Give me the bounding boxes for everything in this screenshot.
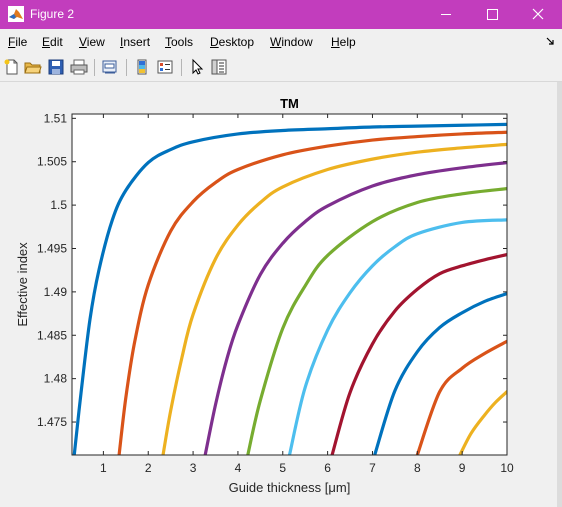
y-tick-label: 1.51 [44, 111, 68, 125]
x-tick-label: 2 [145, 461, 152, 475]
menu-edit[interactable]: Edit [42, 35, 63, 49]
x-tick-label: 8 [414, 461, 421, 475]
chart-title: TM [280, 96, 299, 111]
open-file-icon[interactable] [24, 58, 42, 76]
series-line-10 [458, 390, 507, 455]
toolbar [0, 54, 562, 82]
series-line-4 [203, 160, 507, 455]
menu-file[interactable]: File [8, 35, 28, 49]
menu-desktop[interactable]: Desktop [210, 35, 255, 49]
pointer-icon[interactable] [188, 58, 206, 76]
y-tick-label: 1.485 [37, 328, 67, 342]
y-tick-label: 1.49 [44, 285, 68, 299]
series-line-6 [287, 218, 507, 455]
maximize-button[interactable] [469, 0, 515, 29]
series-line-7 [330, 252, 507, 455]
new-figure-icon[interactable] [3, 58, 21, 76]
x-tick-label: 3 [190, 461, 197, 475]
series-line-1 [72, 122, 507, 455]
toolbar-separator [94, 59, 95, 76]
close-icon [532, 8, 544, 20]
property-inspector-icon[interactable] [210, 58, 228, 76]
title-bar[interactable]: Figure 2 [0, 0, 562, 29]
y-tick-label: 1.505 [37, 155, 67, 169]
x-axis-label: Guide thickness [μm] [229, 480, 351, 495]
series-line-3 [161, 142, 507, 455]
axes-background[interactable] [72, 114, 507, 455]
y-tick-label: 1.5 [50, 198, 67, 212]
matlab-logo-icon [8, 6, 24, 22]
x-tick-label: 4 [235, 461, 242, 475]
close-button[interactable] [515, 0, 561, 29]
window-title: Figure 2 [30, 7, 75, 21]
print-icon[interactable] [70, 58, 88, 76]
x-tick-label: 10 [500, 461, 514, 475]
toolbar-separator [181, 59, 182, 76]
y-tick-label: 1.48 [44, 372, 68, 386]
window-border [557, 82, 562, 507]
x-tick-label: 7 [369, 461, 376, 475]
x-tick-label: 1 [100, 461, 107, 475]
menu-tools[interactable]: Tools [165, 35, 194, 49]
legend-icon[interactable] [156, 58, 174, 76]
series-line-2 [117, 130, 507, 455]
dock-arrow-icon[interactable] [545, 36, 555, 46]
menu-window[interactable]: Window [270, 35, 313, 49]
series-line-5 [246, 187, 507, 455]
axes-frame [71, 113, 508, 456]
x-tick-label: 5 [279, 461, 286, 475]
minimize-button[interactable] [423, 0, 469, 29]
x-tick-label: 6 [324, 461, 331, 475]
save-icon[interactable] [47, 58, 65, 76]
maximize-icon [487, 9, 498, 20]
colorbar-icon[interactable] [133, 58, 151, 76]
link-plot-icon[interactable] [101, 58, 119, 76]
x-tick-label: 9 [459, 461, 466, 475]
menu-insert[interactable]: Insert [120, 35, 151, 49]
plot-area[interactable]: 1 2 3 4 5 6 7 8 9 10 1.475 1.48 1.485 1.49 1.495 1.5 1.5… [0, 82, 557, 507]
y-axis-label: Effective index [15, 242, 30, 327]
series-line-8 [373, 292, 507, 455]
y-tick-label: 1.495 [37, 241, 67, 255]
figure-canvas: 1 2 3 4 5 6 7 8 9 10 1.475 1.48 1.485 1.49 1.495 1.5 1.5… [0, 82, 557, 507]
series-line-9 [415, 339, 507, 455]
menu-bar: File Edit View Insert Tools Desktop Wind… [0, 29, 562, 54]
y-tick-label: 1.475 [37, 415, 67, 429]
minimize-icon [441, 14, 451, 15]
menu-help[interactable]: Help [331, 35, 356, 49]
toolbar-separator [126, 59, 127, 76]
menu-view[interactable]: View [79, 35, 105, 49]
